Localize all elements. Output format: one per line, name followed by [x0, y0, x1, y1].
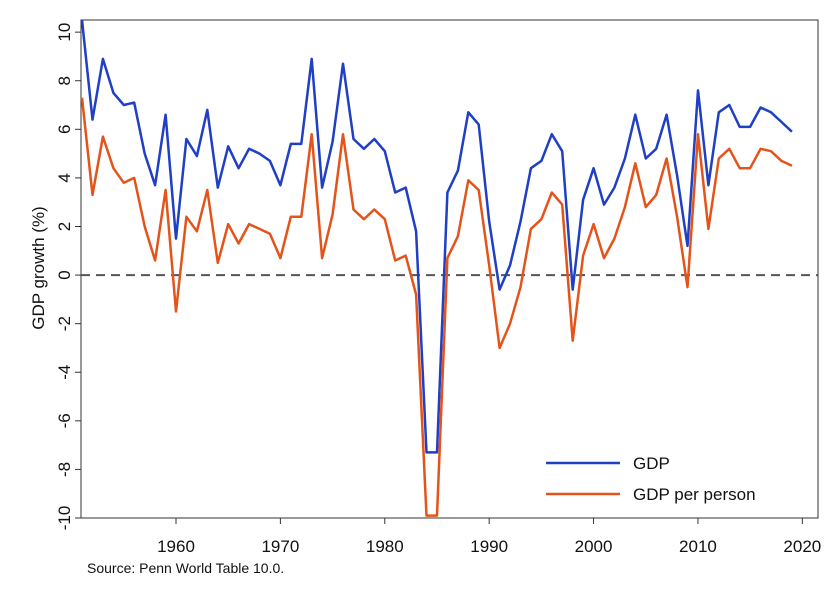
y-tick-label: 4 [55, 173, 74, 182]
x-tick-label: 1990 [470, 537, 508, 556]
y-tick-label: -4 [55, 365, 74, 380]
y-axis-title: GDP growth (%) [29, 206, 48, 329]
y-tick-label: -6 [55, 413, 74, 428]
x-tick-label: 1960 [157, 537, 195, 556]
x-tick-label: 1970 [261, 537, 299, 556]
source-note: Source: Penn World Table 10.0. [87, 560, 285, 576]
y-tick-label: 6 [55, 125, 74, 134]
y-tick-label: -2 [55, 316, 74, 331]
y-tick-label: 0 [55, 270, 74, 279]
series-lines [80, 19, 793, 517]
series-line-gdp [80, 19, 793, 454]
plot-frame [80, 19, 819, 519]
x-tick-label: 2010 [679, 537, 717, 556]
x-tick-label: 2000 [575, 537, 613, 556]
y-tick-label: -10 [55, 506, 74, 531]
y-tick-label: -8 [55, 462, 74, 477]
x-tick-label: 2020 [783, 537, 821, 556]
legend: GDP GDP per person [546, 454, 756, 504]
y-axis-ticks: 10 8 6 4 2 0 -2 -4 -6 -8 -10 [55, 23, 81, 531]
legend-label-gdp-per-person: GDP per person [633, 485, 756, 504]
x-axis-ticks: 1960 1970 1980 1990 2000 2010 2020 [157, 518, 821, 556]
y-tick-label: 10 [55, 23, 74, 42]
y-tick-label: 2 [55, 222, 74, 231]
y-tick-label: 8 [55, 76, 74, 85]
series-line-gdp-per-person [80, 97, 793, 517]
legend-label-gdp: GDP [633, 454, 670, 473]
x-tick-label: 1980 [366, 537, 404, 556]
